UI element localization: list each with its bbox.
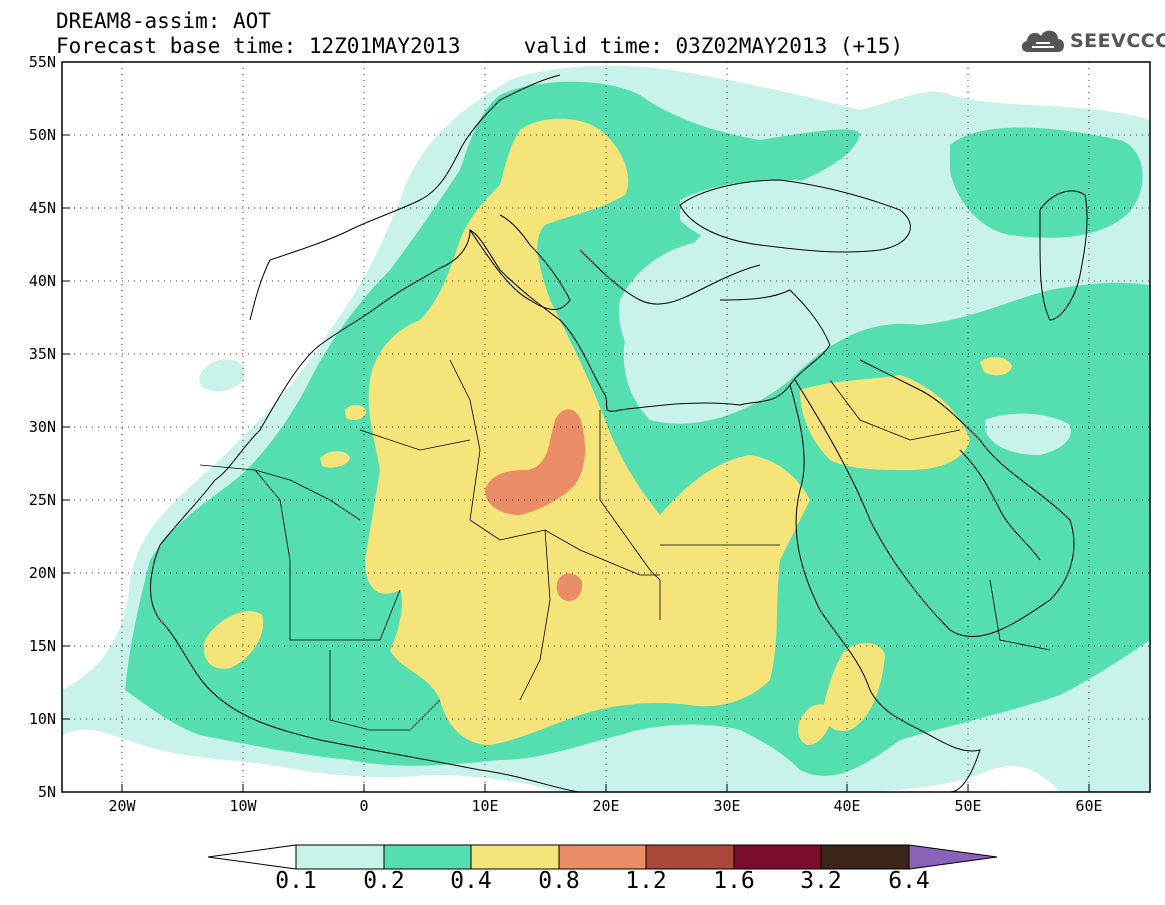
aot-contour-0.8: [485, 409, 586, 515]
aot-contour-0.4-somalia: [798, 704, 832, 745]
aot-contour-0.2: [125, 81, 1150, 776]
coastline-black-sea: [679, 179, 911, 253]
aot-contour-0.4-ethiopia: [823, 643, 885, 731]
y-tick-label: 30N: [29, 418, 56, 436]
coastline-red-sea-west: [789, 384, 981, 792]
y-tick-label: 55N: [29, 53, 56, 71]
border-niger-chad-libya: [469, 519, 660, 576]
colorbar-swatch-4: [645, 844, 735, 870]
coastline-iberia-france: [249, 74, 561, 321]
map-title: DREAM8-assim: AOT: [56, 9, 271, 33]
y-tick-label: 5N: [38, 783, 56, 801]
y-tick-label: 50N: [29, 126, 56, 144]
forecast-times: Forecast base time: 12Z01MAY2013 valid t…: [56, 35, 903, 57]
coastline-gulf: [959, 449, 1041, 561]
colorbar-label: 6.4: [888, 868, 930, 894]
colorbar-label: 3.2: [800, 868, 842, 894]
colorbar-swatch-2: [470, 844, 560, 870]
x-axis-labels: 20W 10W 0 10E 20E 30E 40E 50E 60E: [108, 797, 1102, 815]
border-algeria-libya: [449, 359, 481, 521]
aot-contour-0.8-chad: [556, 573, 583, 602]
colorbar-label: 0.1: [275, 868, 317, 894]
aot-contour-0.4-iran-blob: [980, 357, 1012, 376]
colorbar: [207, 844, 998, 870]
border-western-sahara: [199, 464, 361, 521]
logo-text: SEEVCCC: [1070, 30, 1165, 52]
x-tick-label: 20E: [592, 797, 619, 815]
coastline-north-africa: [159, 229, 831, 546]
colorbar-swatch-3: [558, 844, 647, 870]
aot-clear-med: [619, 240, 830, 380]
coastline-caspian: [1039, 190, 1088, 321]
coastlines: [150, 74, 1088, 792]
x-tick-label: 0: [359, 797, 368, 815]
colorbar-swatch-1: [383, 844, 472, 870]
tick-marks: [62, 134, 1090, 792]
aot-contour-0.4-sahel-west: [203, 611, 264, 669]
aot-contour-0.4: [365, 118, 810, 745]
colorbar-label: 1.6: [713, 868, 755, 894]
colorbar-swatch-6: [820, 844, 910, 870]
x-tick-label: 40E: [833, 797, 860, 815]
border-chad: [519, 529, 551, 701]
y-tick-label: 45N: [29, 199, 56, 217]
colorbar-above-arrow: [908, 844, 998, 870]
valid-time: valid time: 03Z02MAY2013 (+15): [523, 34, 904, 58]
y-tick-label: 15N: [29, 637, 56, 655]
colorbar-label: 0.4: [450, 868, 492, 894]
y-tick-label: 40N: [29, 272, 56, 290]
coastline-balkans: [579, 249, 761, 305]
aot-contour-0.4-mauritania-blob: [320, 451, 350, 468]
aot-contour-0.1-atlantic-blob: [199, 359, 246, 392]
x-tick-label: 50E: [954, 797, 981, 815]
x-tick-label: 10E: [471, 797, 498, 815]
graticule: [62, 62, 1150, 792]
x-tick-label: 60E: [1075, 797, 1102, 815]
y-axis-labels: 55N 50N 45N 40N 35N 30N 25N 20N 15N 10N …: [29, 53, 56, 801]
aot-clear-caspian: [985, 413, 1071, 455]
forecast-base-time: Forecast base time: 12Z01MAY2013: [56, 34, 461, 58]
colorbar-label: 0.2: [363, 868, 405, 894]
country-borders: [199, 359, 1051, 731]
border-west-africa: [329, 650, 441, 731]
colorbar-below-arrow: [207, 844, 297, 870]
border-mauritania-mali: [254, 469, 401, 641]
colorbar-swatch-0: [295, 844, 385, 870]
coastline-west-africa: [150, 544, 581, 792]
border-saudi-iraq: [829, 379, 961, 441]
seevccc-logo: SEEVCCC: [1018, 22, 1165, 58]
border-yemen-oman: [989, 579, 1051, 651]
border-algeria-morocco: [359, 429, 471, 451]
aot-contour-0.4-arabia: [800, 375, 970, 470]
colorbar-swatch-5: [733, 844, 822, 870]
aot-contour-0.2-east: [950, 127, 1143, 238]
cloud-logo-icon: [1021, 30, 1064, 52]
aot-contour-0.4-algeria-blob: [345, 404, 366, 420]
colorbar-label: 1.2: [625, 868, 667, 894]
x-tick-label: 20W: [108, 797, 136, 815]
coastline-arabia: [794, 359, 1075, 638]
y-tick-label: 25N: [29, 491, 56, 509]
x-tick-label: 10W: [229, 797, 257, 815]
y-tick-label: 10N: [29, 710, 56, 728]
border-libya-egypt-sudan: [599, 410, 661, 620]
y-tick-label: 20N: [29, 564, 56, 582]
colorbar-label: 0.8: [538, 868, 580, 894]
aot-clear-blacksea: [680, 180, 922, 267]
y-tick-label: 35N: [29, 345, 56, 363]
x-tick-label: 30E: [713, 797, 740, 815]
